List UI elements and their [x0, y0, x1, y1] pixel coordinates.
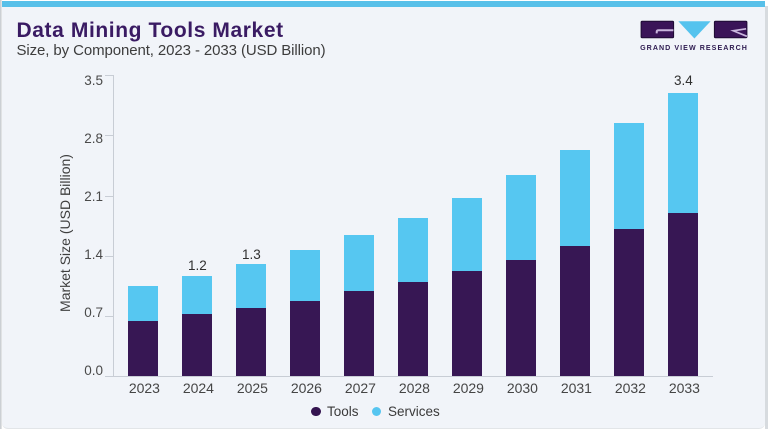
svg-text:GRAND VIEW RESEARCH: GRAND VIEW RESEARCH — [640, 44, 748, 52]
